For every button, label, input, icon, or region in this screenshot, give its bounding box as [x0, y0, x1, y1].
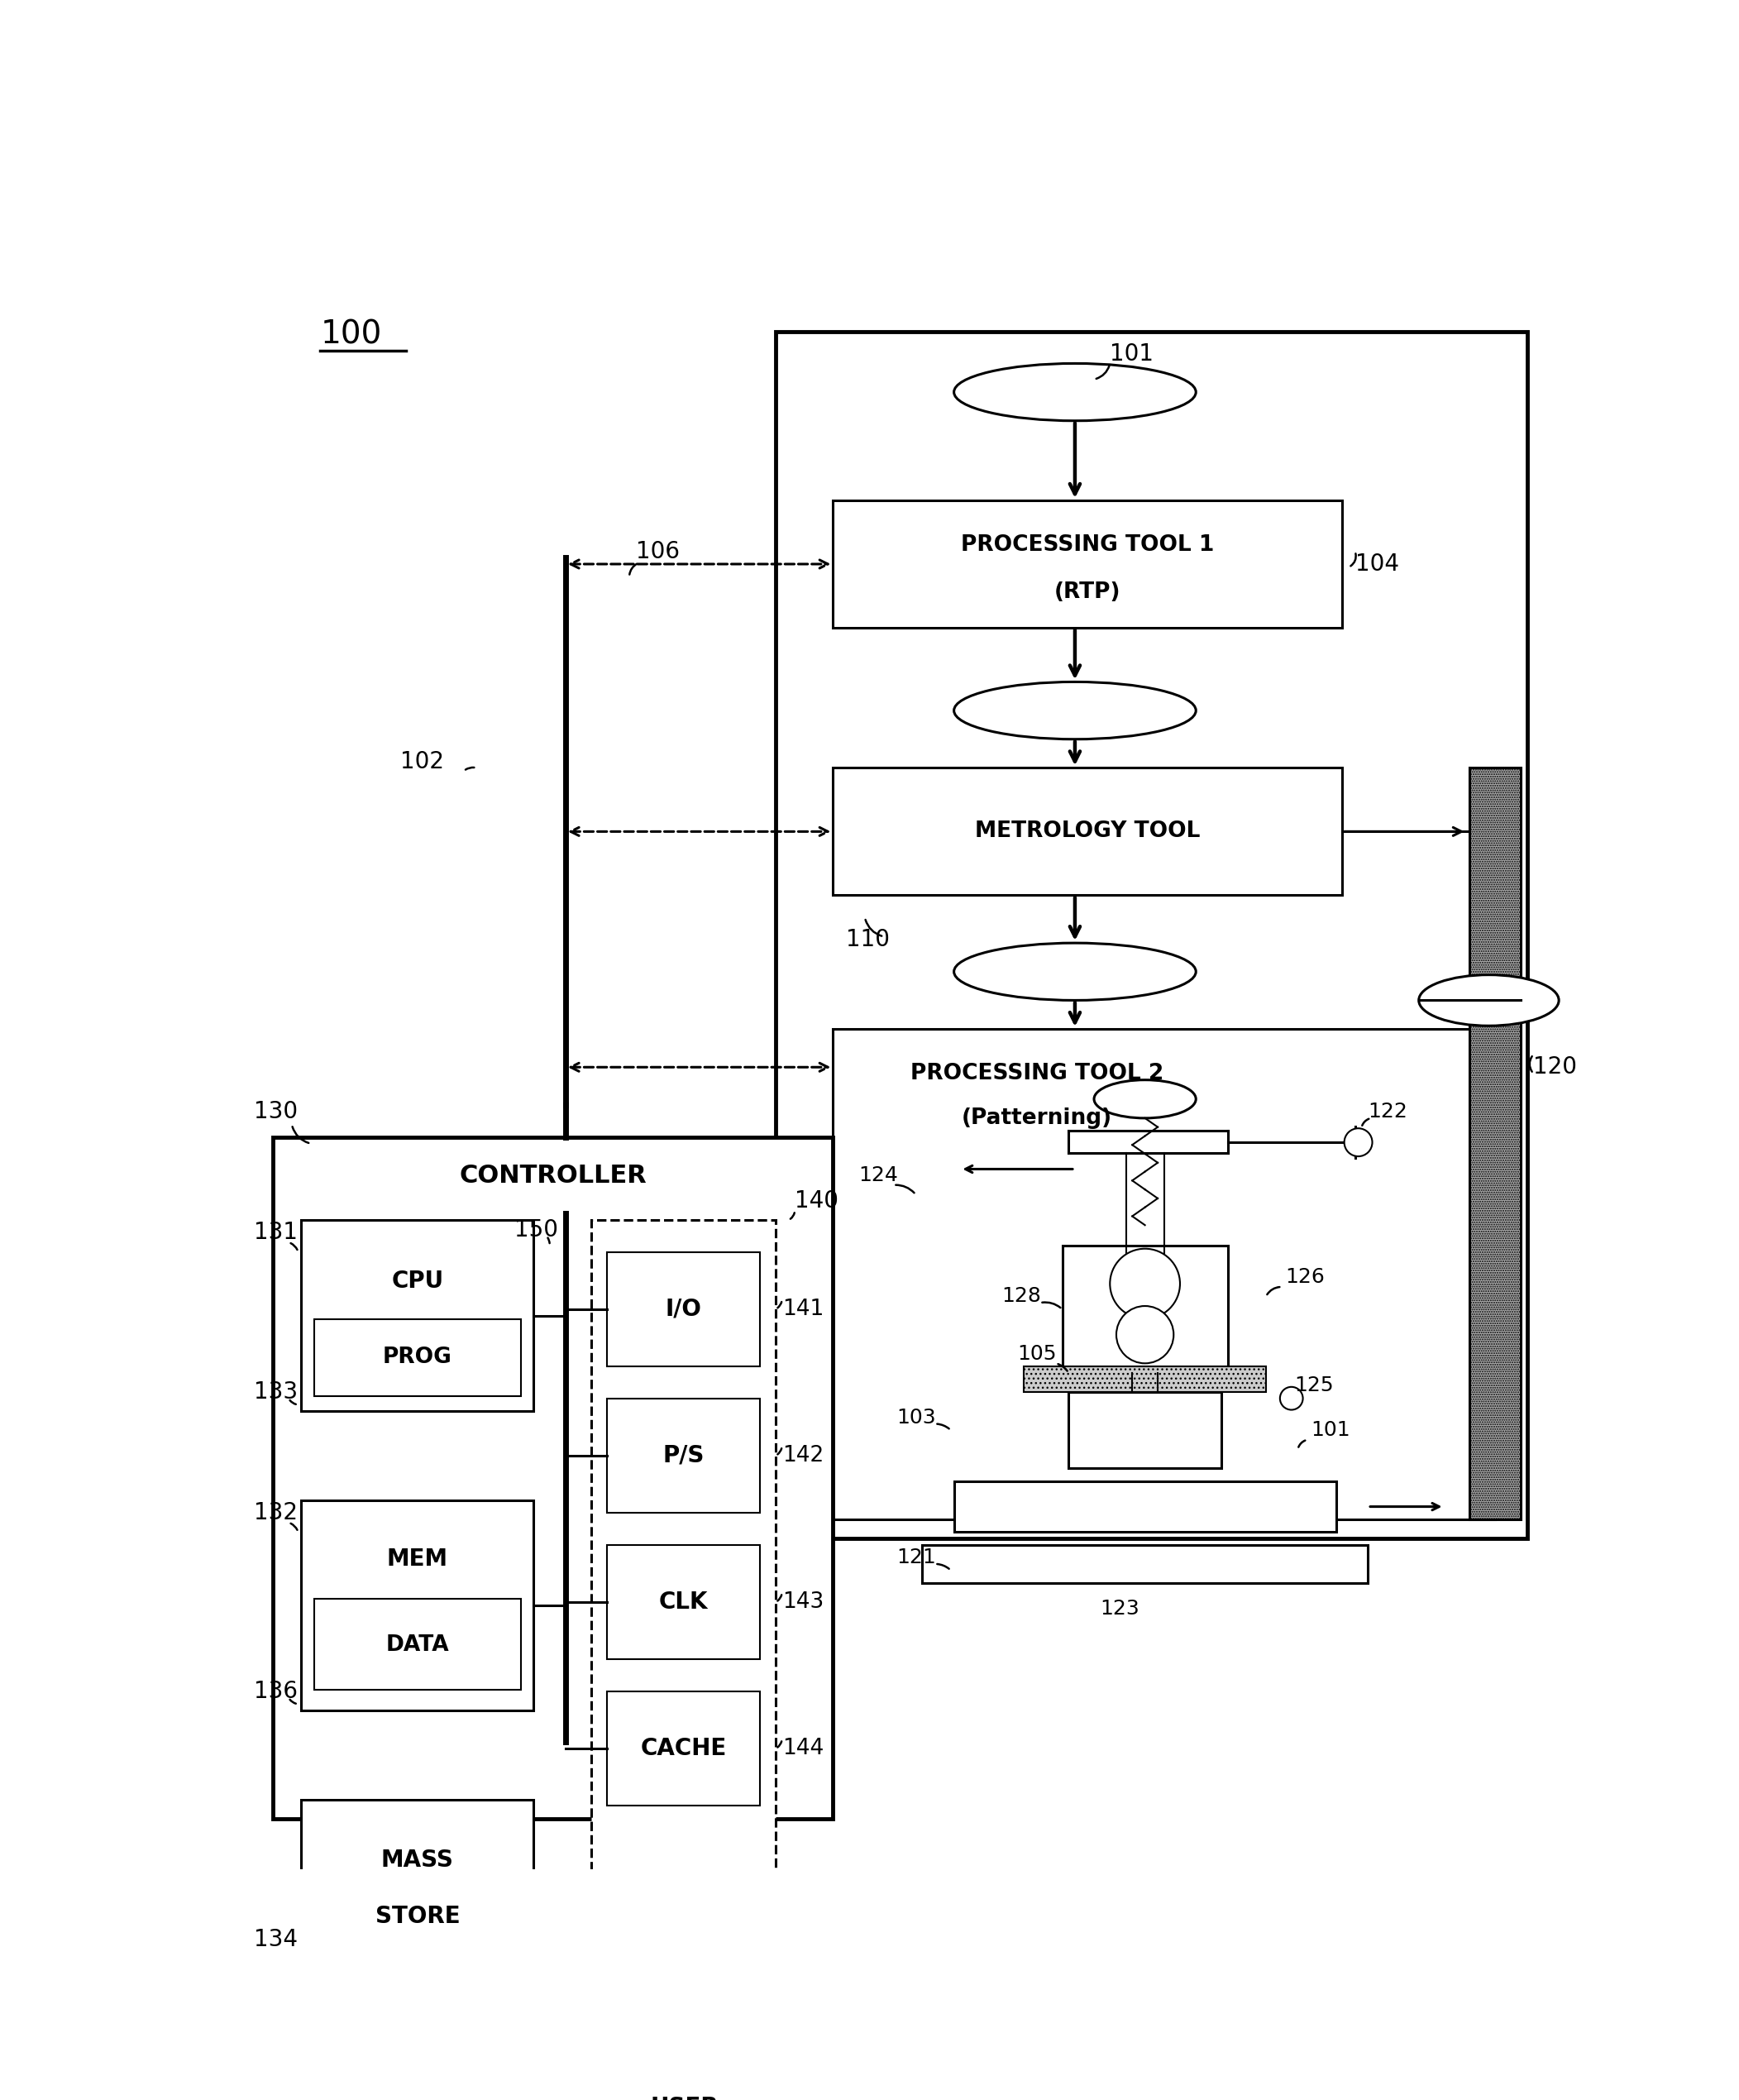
Ellipse shape	[1094, 1079, 1196, 1117]
Ellipse shape	[1419, 974, 1558, 1025]
Text: PROCESSING TOOL 1: PROCESSING TOOL 1	[962, 533, 1214, 556]
Text: 130: 130	[254, 1100, 297, 1124]
Text: 125: 125	[1294, 1376, 1334, 1396]
Bar	[776, 332, 1527, 1539]
Circle shape	[1116, 1306, 1174, 1363]
Bar	[301, 1220, 534, 1411]
Bar	[576, 2054, 795, 2100]
Text: 132: 132	[254, 1502, 297, 1525]
Ellipse shape	[955, 363, 1196, 420]
Text: MASS: MASS	[381, 1848, 454, 1871]
Bar	[1063, 1245, 1228, 1373]
Circle shape	[1109, 1250, 1181, 1319]
Text: CONTROLLER: CONTROLLER	[459, 1163, 647, 1186]
Text: 106: 106	[635, 540, 680, 563]
Text: 103: 103	[897, 1407, 936, 1428]
Text: 136: 136	[254, 1680, 297, 1703]
Text: METROLOGY TOOL: METROLOGY TOOL	[976, 821, 1200, 842]
Ellipse shape	[955, 682, 1196, 739]
Text: PROG: PROG	[383, 1346, 452, 1369]
Bar	[922, 1546, 1369, 1583]
Text: 101: 101	[1109, 342, 1153, 365]
Ellipse shape	[955, 943, 1196, 1000]
Bar	[315, 1319, 522, 1396]
Bar	[833, 1029, 1496, 1520]
Bar	[315, 1598, 522, 1688]
Text: CLK: CLK	[659, 1590, 708, 1613]
Text: MEM: MEM	[386, 1548, 449, 1571]
Text: STORE: STORE	[376, 1905, 459, 1928]
Text: P/S: P/S	[663, 1445, 704, 1468]
Text: 102: 102	[400, 750, 443, 773]
Text: PROCESSING TOOL 2: PROCESSING TOOL 2	[909, 1063, 1163, 1084]
Bar	[591, 1220, 776, 1978]
Bar	[833, 769, 1343, 895]
Circle shape	[1344, 1128, 1372, 1157]
Text: 122: 122	[1369, 1102, 1407, 1121]
Bar	[833, 500, 1343, 628]
Bar	[607, 1690, 760, 1806]
Text: 128: 128	[1002, 1287, 1042, 1306]
Text: 143: 143	[783, 1592, 824, 1613]
Text: 142: 142	[783, 1445, 824, 1466]
Text: 131: 131	[254, 1222, 297, 1245]
Text: 133: 133	[254, 1380, 297, 1403]
Text: (Patterning): (Patterning)	[962, 1107, 1111, 1130]
Text: 140: 140	[795, 1189, 838, 1212]
Bar	[1024, 1367, 1266, 1392]
Text: 104: 104	[1355, 552, 1398, 575]
Text: 100: 100	[320, 319, 383, 351]
Bar	[1469, 769, 1520, 1520]
Bar	[607, 1252, 760, 1367]
Text: 110: 110	[845, 928, 890, 951]
Text: CPU: CPU	[391, 1270, 443, 1294]
Text: CACHE: CACHE	[640, 1737, 727, 1760]
Bar	[607, 1399, 760, 1512]
Bar	[1068, 1392, 1221, 1468]
Bar	[301, 1499, 534, 1709]
Text: 105: 105	[1017, 1344, 1057, 1363]
Bar	[273, 1138, 833, 1819]
Bar	[301, 2048, 534, 2100]
Text: 120: 120	[1534, 1056, 1577, 1079]
Text: 123: 123	[1101, 1598, 1139, 1619]
Text: 150: 150	[515, 1218, 558, 1241]
Text: (RTP): (RTP)	[1054, 582, 1122, 603]
Text: I/O: I/O	[666, 1298, 701, 1321]
Circle shape	[1280, 1386, 1303, 1409]
Text: 134: 134	[254, 1928, 297, 1951]
Text: 144: 144	[783, 1739, 824, 1760]
Bar	[607, 1546, 760, 1659]
Text: 141: 141	[783, 1298, 824, 1321]
Text: USER: USER	[650, 2096, 720, 2100]
Text: 124: 124	[859, 1166, 897, 1184]
Bar	[301, 1800, 534, 1972]
Text: 101: 101	[1311, 1420, 1349, 1441]
Bar	[955, 1480, 1336, 1533]
Text: DATA: DATA	[386, 1634, 449, 1657]
Text: 121: 121	[897, 1548, 936, 1567]
Text: 126: 126	[1285, 1268, 1325, 1287]
